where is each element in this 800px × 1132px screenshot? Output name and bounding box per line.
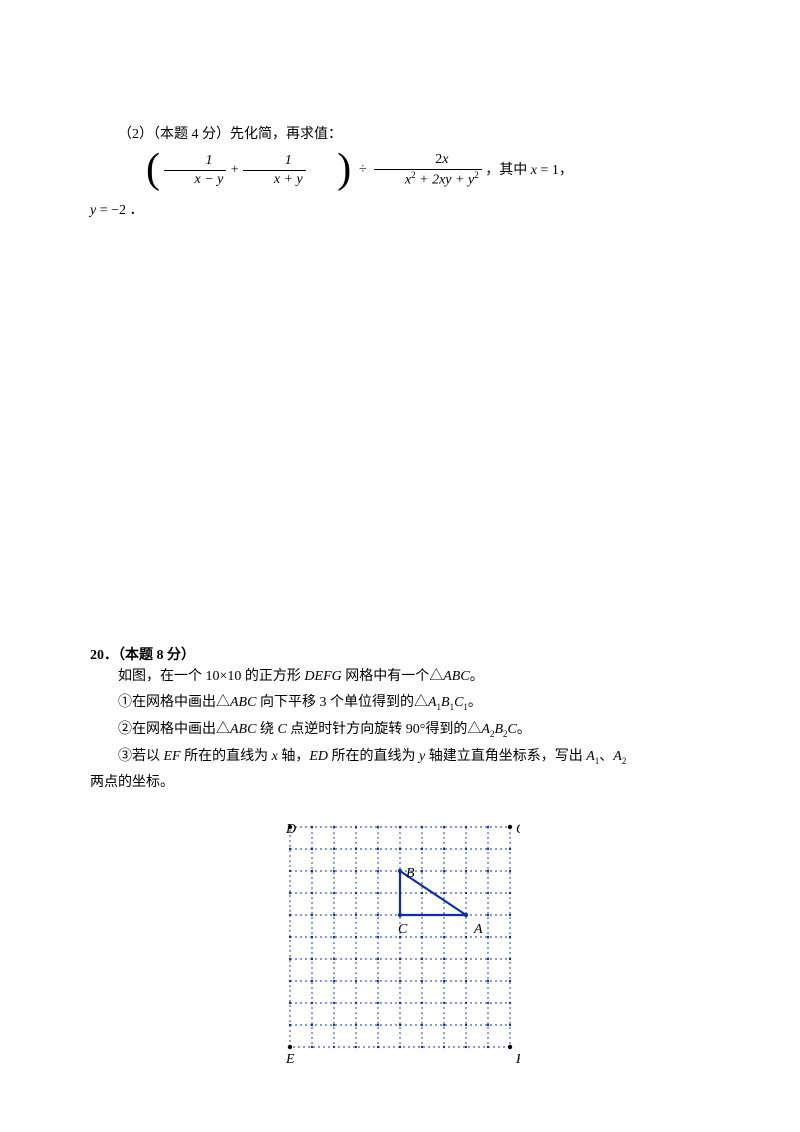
grid-figure: D G E F A B C (280, 817, 520, 1065)
q20: 20．（本题 8 分） 如图，在一个 10×10 的正方形 DEFG 网格中有一… (90, 644, 710, 1065)
q20-line3: ②在网格中画出△ABC 绕 C 点逆时针方向旋转 90°得到的△A2B2C。 (118, 717, 710, 744)
q19-eqy-line: y = −2 ． (90, 199, 710, 219)
q19-formula: ( 1 x − y + 1 x + y ) ÷ 2x x2 + 2xy + y2 (90, 151, 482, 191)
lparen: ( (118, 149, 160, 189)
svg-text:A: A (473, 922, 483, 937)
svg-text:F: F (515, 1052, 520, 1065)
svg-text:D: D (285, 822, 296, 837)
div-op: ÷ (359, 162, 367, 177)
svg-text:G: G (516, 822, 520, 837)
frac-1: 1 x − y (164, 152, 227, 189)
q20-points: （本题 8 分） (118, 648, 195, 663)
q20-line2: ①在网格中画出△ABC 向下平移 3 个单位得到的△A1B1C1。 (118, 690, 710, 717)
q20-line4: ③若以 EF 所在的直线为 x 轴，ED 所在的直线为 y 轴建立直角坐标系，写… (118, 744, 710, 771)
svg-text:C: C (398, 922, 408, 937)
comma: ， (559, 163, 573, 178)
q19-eqx: x = 1 (531, 163, 559, 178)
q20-line5: 两点的坐标。 (90, 770, 710, 797)
page-content: （2）（本题 4 分）先化简，再求值： ( 1 x − y + 1 x + y … (0, 0, 800, 1105)
svg-text:E: E (285, 1052, 295, 1065)
q20-line1: 如图，在一个 10×10 的正方形 DEFG 网格中有一个△ABC。 (118, 664, 710, 691)
plus-op: + (230, 162, 239, 177)
svg-text:B: B (406, 866, 415, 881)
q19-eqy: y = −2 (90, 203, 126, 218)
frac-3: 2x x2 + 2xy + y2 (374, 151, 482, 190)
rparen: ) (309, 149, 351, 189)
q20-body: 如图，在一个 10×10 的正方形 DEFG 网格中有一个△ABC。 ①在网格中… (118, 664, 710, 797)
q20-number: 20． (90, 648, 118, 663)
frac-2: 1 x + y (243, 152, 306, 189)
q20-heading: 20．（本题 8 分） (90, 644, 710, 664)
q19-where: ，其中 (485, 163, 527, 178)
q19-part2: （2）（本题 4 分）先化简，再求值： ( 1 x − y + 1 x + y … (90, 120, 710, 191)
q19-prefix: （2）（本题 4 分）先化简，再求值： (118, 127, 342, 142)
